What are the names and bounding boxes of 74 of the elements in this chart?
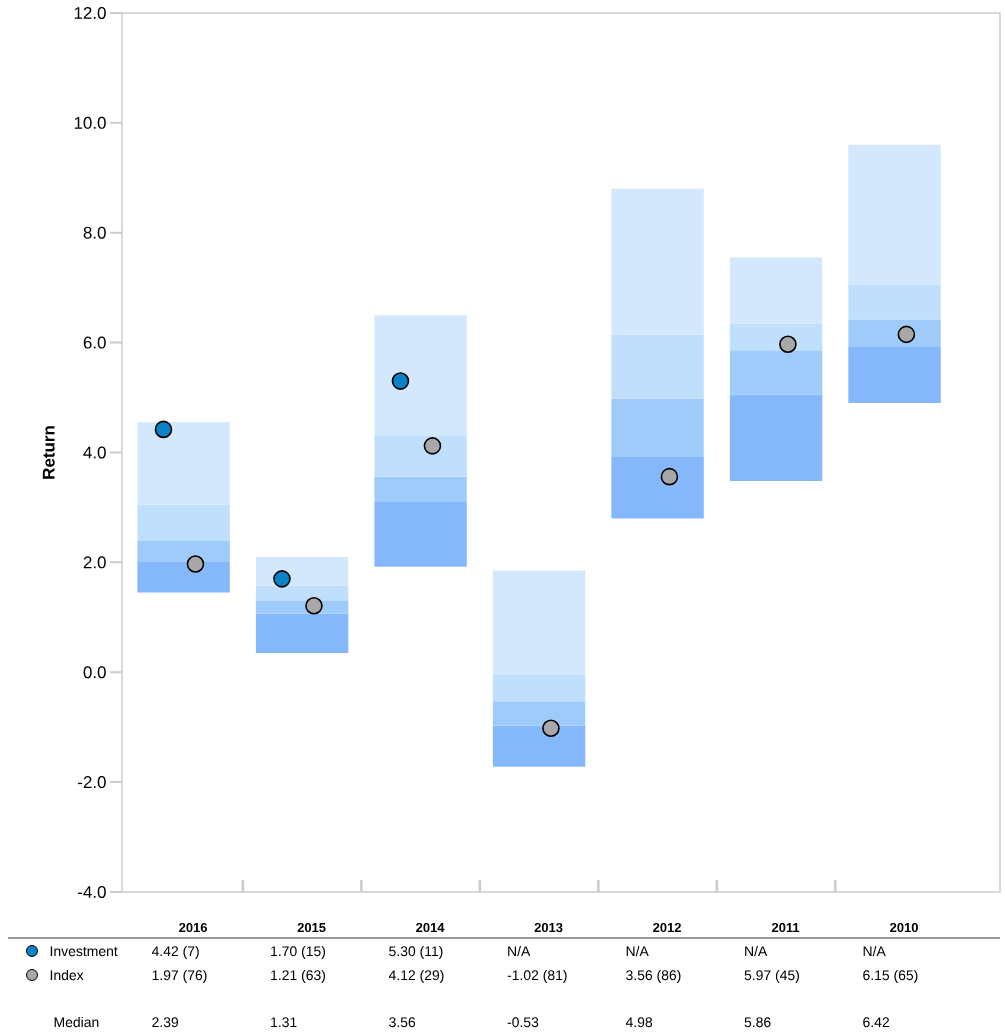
y-tick-label: 2.0: [83, 556, 106, 569]
bar: [374, 315, 467, 437]
y-axis-title: Return: [42, 426, 55, 479]
point: [305, 596, 323, 615]
x-tick-label: 2013: [534, 922, 563, 933]
bar: [492, 570, 586, 675]
data-label: 3.56 (86): [626, 969, 681, 983]
bar: [492, 674, 586, 702]
point: [660, 467, 679, 486]
data-label: 5.97 (45): [744, 969, 799, 983]
bar: [848, 347, 941, 404]
point: [542, 719, 560, 738]
data-label: 6.15 (65): [863, 969, 918, 983]
y-tick-label: 10.0: [74, 116, 106, 129]
data-label: 4.42 (7): [151, 945, 199, 959]
data-label: 1.70 (15): [271, 945, 326, 959]
bar: [492, 701, 586, 726]
x-tick-label: 2015: [297, 922, 326, 933]
text: 3.56: [389, 1017, 416, 1028]
point: [779, 335, 797, 354]
bar: [374, 436, 467, 477]
bar: [137, 504, 230, 541]
y-tick-label: 8.0: [83, 226, 106, 239]
bar: [492, 725, 586, 767]
bar: [729, 323, 823, 351]
bar: [137, 561, 230, 593]
bar: [374, 476, 467, 502]
bar: [255, 613, 349, 654]
point: [186, 555, 205, 573]
bar: [848, 284, 941, 320]
data-label: 5.30 (11): [389, 945, 443, 959]
y-tick-label: -2.0: [78, 776, 106, 789]
bar: [729, 257, 823, 324]
x-tick-label: 2010: [890, 922, 918, 933]
x-tick-label: 2011: [771, 922, 800, 933]
text: Median: [54, 1016, 99, 1028]
y-tick-label: 0.0: [83, 666, 106, 679]
x-tick-label: 2012: [653, 922, 681, 933]
data-label: -1.02 (81): [507, 969, 567, 983]
y-tick-label: 4.0: [83, 446, 106, 459]
legend-label: Index: [50, 969, 84, 981]
text: 2.39: [152, 1017, 179, 1028]
legend-label: Investment: [50, 946, 118, 957]
text: -0.53: [507, 1017, 539, 1028]
bar: [374, 501, 467, 567]
data-label: 1.21 (63): [271, 969, 326, 983]
x-tick-label: 2014: [416, 922, 445, 933]
bar: [611, 456, 704, 519]
bar: [729, 394, 823, 482]
text: 5.86: [744, 1017, 771, 1028]
bar: [729, 350, 823, 395]
bar: [611, 188, 704, 335]
data-label: 4.12 (29): [388, 969, 444, 983]
bar: [848, 319, 941, 348]
data-label: 1.97 (76): [152, 969, 207, 983]
bar: [137, 422, 230, 505]
bar: [611, 398, 704, 457]
y-tick-label: 6.0: [83, 336, 106, 349]
x-tick-label: 2016: [179, 922, 208, 933]
bar: [848, 144, 941, 285]
text: N/A: [863, 945, 886, 957]
text: 1.31: [271, 1017, 297, 1028]
bar: [611, 334, 704, 399]
point: [423, 437, 442, 455]
y-tick-label: -4.0: [78, 886, 106, 898]
text: N/A: [745, 945, 768, 957]
point: [897, 325, 916, 344]
bar: [255, 585, 349, 601]
y-tick-label: 12.0: [74, 6, 106, 19]
text: N/A: [626, 945, 649, 957]
bar: [137, 540, 230, 562]
text: 6.42: [863, 1017, 889, 1028]
text: 4.98: [625, 1017, 653, 1028]
text: N/A: [508, 945, 531, 957]
